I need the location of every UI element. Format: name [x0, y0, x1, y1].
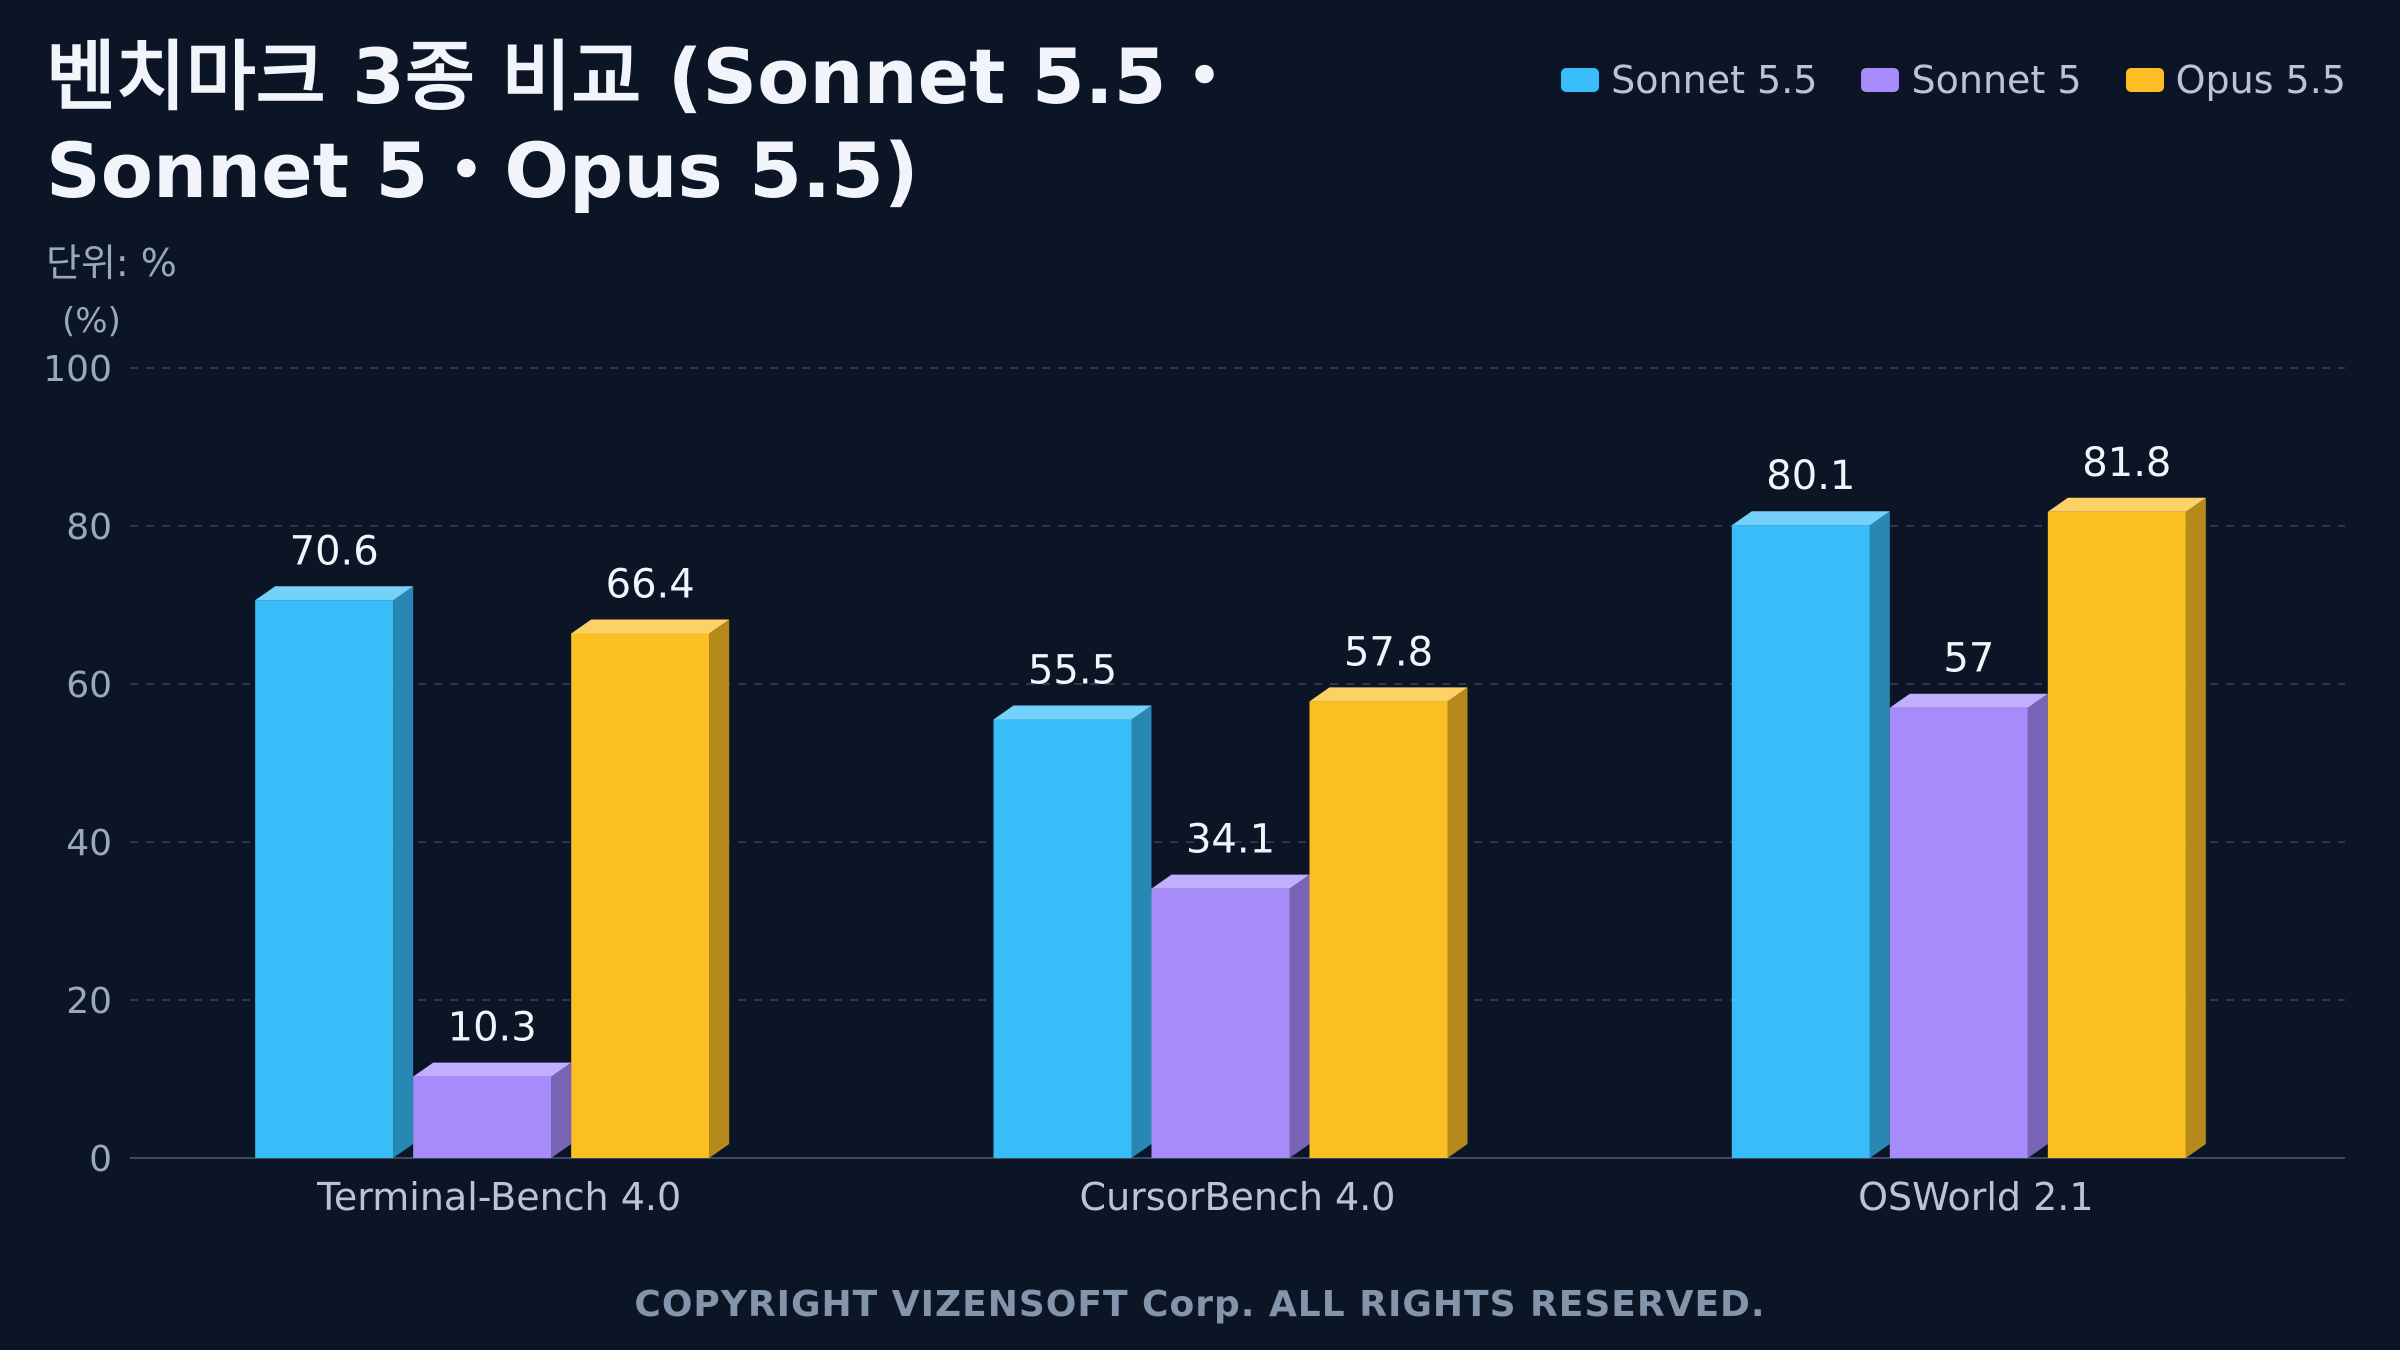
legend-label-series-0: Sonnet 5.5	[1611, 58, 1818, 102]
data-label: 34.1	[1186, 817, 1275, 863]
bar-top	[993, 705, 1152, 720]
bar-side	[393, 586, 414, 1158]
bar-top	[255, 586, 414, 601]
y-axis-label: (%)	[62, 301, 121, 341]
bar	[2047, 511, 2186, 1158]
legend-item-series-1: Sonnet 5	[1861, 58, 2082, 102]
bar-side	[1289, 874, 1310, 1158]
data-label: 80.1	[1766, 453, 1855, 499]
bar-top	[1889, 693, 2048, 708]
y-tick-label: 100	[43, 349, 112, 390]
bar	[571, 633, 710, 1158]
chart-subtitle: 단위: %	[46, 241, 177, 285]
data-label: 10.3	[448, 1005, 537, 1051]
y-tick-label: 0	[89, 1139, 112, 1180]
bar-side	[1869, 511, 1890, 1159]
bar-top	[1731, 511, 1890, 526]
legend: Sonnet 5.5 Sonnet 5 Opus 5.5	[1561, 58, 2346, 102]
bar-top	[413, 1062, 572, 1077]
bar	[1731, 525, 1870, 1158]
bar-side	[551, 1062, 572, 1158]
chart-title: 벤치마크 3종 비교 (Sonnet 5.5・Sonnet 5・Opus 5.5…	[46, 32, 1243, 215]
bar-top	[571, 619, 730, 634]
legend-swatch-series-1	[1861, 68, 1900, 92]
legend-label-series-1: Sonnet 5	[1911, 58, 2082, 102]
bar-side	[2027, 693, 2048, 1158]
bar-side	[1131, 705, 1152, 1158]
copyright-footer: COPYRIGHT VIZENSOFT Corp. ALL RIGHTS RES…	[634, 1284, 1766, 1325]
data-label: 70.6	[290, 528, 379, 574]
bar	[993, 719, 1132, 1158]
y-tick-label: 60	[66, 665, 112, 706]
y-tick-label: 20	[66, 981, 112, 1022]
data-label: 81.8	[2082, 440, 2171, 486]
data-label: 55.5	[1028, 648, 1117, 694]
x-tick-label: OSWorld 2.1	[1858, 1175, 2093, 1219]
x-tick-label: CursorBench 4.0	[1080, 1175, 1396, 1219]
bar	[1889, 707, 2028, 1158]
legend-swatch-series-0	[1561, 68, 1600, 92]
bar	[1151, 888, 1290, 1158]
bar-top	[2047, 497, 2206, 512]
legend-label-series-2: Opus 5.5	[2175, 58, 2346, 102]
legend-swatch-series-2	[2125, 68, 2164, 92]
data-label: 66.4	[606, 561, 695, 607]
x-tick-label: Terminal-Bench 4.0	[316, 1175, 681, 1219]
bar-side	[2185, 497, 2206, 1158]
data-label: 57.8	[1344, 629, 1433, 675]
data-label: 57	[1943, 636, 1994, 682]
bar-top	[1309, 687, 1468, 702]
legend-item-series-2: Opus 5.5	[2125, 58, 2346, 102]
bar-top	[1151, 874, 1310, 889]
bar-side	[709, 619, 730, 1158]
y-tick-label: 40	[66, 823, 112, 864]
legend-item-series-0: Sonnet 5.5	[1561, 58, 1817, 102]
bar	[255, 600, 394, 1158]
bar-side	[1447, 687, 1468, 1158]
y-tick-label: 80	[66, 507, 112, 548]
bar	[1309, 701, 1448, 1158]
bar	[413, 1076, 552, 1158]
